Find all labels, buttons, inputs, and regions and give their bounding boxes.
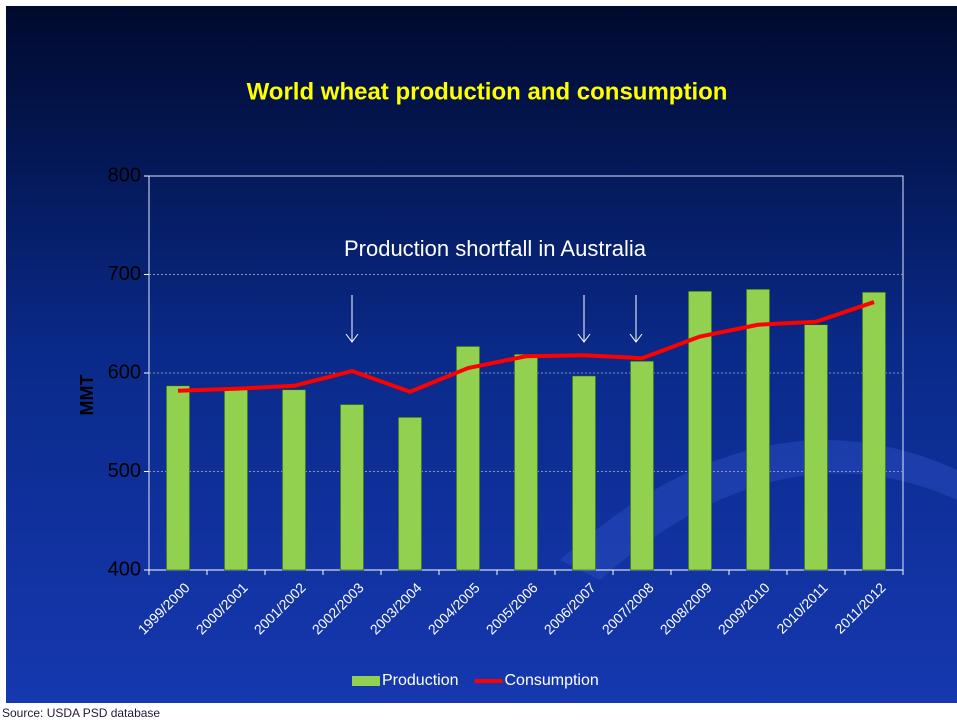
bar [398, 417, 422, 571]
y-tick-label: 600 [108, 361, 141, 383]
source: Source: USDA PSD database [2, 706, 160, 720]
bar [166, 385, 190, 571]
legend-swatch [352, 676, 380, 686]
y-tick-label: 400 [108, 558, 141, 580]
bar [572, 375, 596, 571]
y-tick-label: 700 [108, 263, 141, 285]
y-tick-label: 500 [108, 460, 141, 482]
bar [224, 389, 248, 571]
bar [630, 360, 654, 571]
footer [0, 703, 957, 723]
legend-label: Consumption [505, 672, 599, 689]
arrows [345, 295, 643, 343]
bar [340, 404, 364, 571]
y-tick-label: 800 [108, 164, 141, 186]
y-axis-label: MMT [77, 375, 97, 416]
bar [456, 346, 480, 571]
bar [746, 288, 770, 571]
slide-background [6, 6, 957, 703]
bar [688, 290, 712, 571]
bar [804, 324, 828, 571]
line [177, 300, 875, 394]
bar [282, 389, 306, 571]
bar [514, 353, 538, 571]
annotation: Production shortfall in Australia [344, 236, 647, 261]
bar [862, 291, 886, 571]
chart-title: World wheat production and consumption [247, 78, 728, 105]
legend-label: Production [382, 672, 459, 689]
